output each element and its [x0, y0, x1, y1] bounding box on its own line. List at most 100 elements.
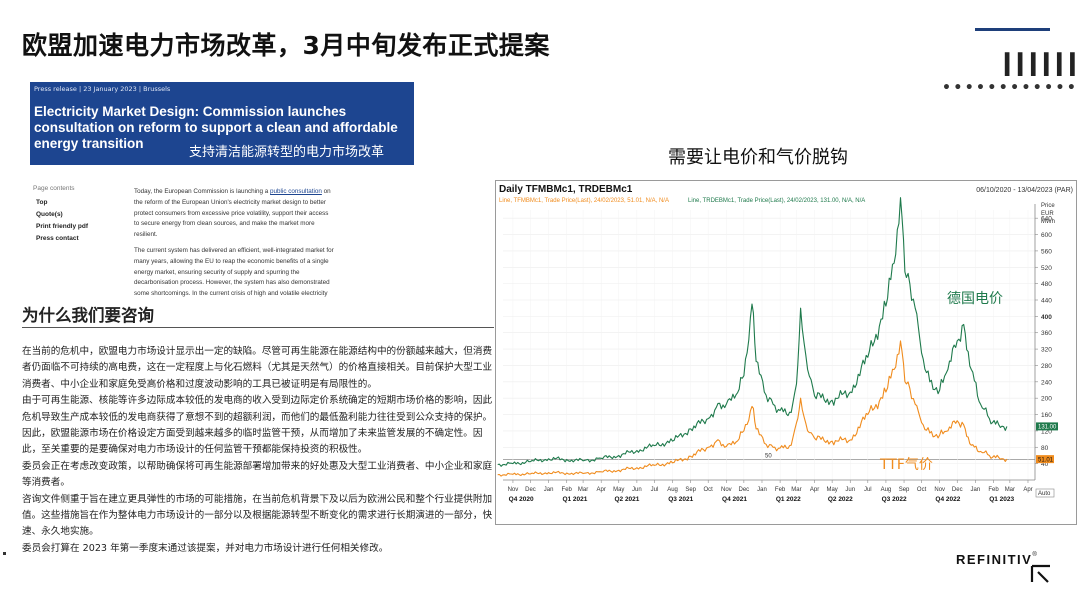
refinitiv-mark-icon	[1030, 564, 1050, 583]
consultation-heading: 为什么我们要咨询	[22, 306, 154, 325]
x-quarter-label: Q1 2021	[562, 496, 587, 503]
y-tick-label: 560	[1041, 248, 1052, 255]
chart-date-range: 06/10/2020 - 13/04/2023 (PAR)	[976, 187, 1073, 194]
chart-legend-de: Line, TRDEBMc1, Trade Price(Last), 24/02…	[688, 198, 865, 204]
x-month-label: May	[826, 487, 837, 493]
y-axis-unit-label: MWh	[1041, 219, 1055, 225]
auto-button	[1035, 488, 1055, 498]
x-axis: Nov Dec Jan Feb Mar Apr May Jun Jul Aug Sep Oct Nov D…	[503, 479, 1035, 503]
x-quarter-label: Q3 2021	[668, 496, 693, 503]
last-value-badge-de	[1036, 422, 1058, 431]
x-month-label: Sep	[899, 487, 910, 493]
x-month-label: Jul	[864, 487, 872, 493]
x-month-label: Jan	[971, 487, 981, 493]
y-tick-label: 360	[1041, 330, 1052, 337]
consultation-paragraph: 由于可再生能源、核能等许多边际成本较低的发电商的收入受到边际定价系统确定的短期市…	[22, 395, 493, 423]
last-value-de: 131.00	[1038, 425, 1057, 431]
x-month-label: May	[613, 487, 624, 493]
y-tick-label: 640	[1041, 216, 1052, 223]
press-release-banner: Press release | 23 January 2023 | Brusse…	[30, 82, 414, 165]
page-contents-link-print-pdf[interactable]: Print friendly pdf	[36, 223, 88, 230]
x-quarter-label: Q2 2022	[828, 496, 853, 503]
y-tick-label: 440	[1041, 298, 1052, 305]
y-tick-label: 40	[1041, 461, 1049, 468]
x-month-label: Oct	[917, 487, 927, 493]
x-quarter-label: Q4 2022	[935, 496, 960, 503]
decorative-dot	[3, 552, 6, 555]
last-value-ttf: 51.01	[1038, 457, 1054, 463]
y-tick-label: 320	[1041, 347, 1052, 354]
y-axis-unit-label: EUR	[1041, 211, 1054, 217]
x-month-label: Jan	[757, 487, 767, 493]
chart-border	[495, 180, 1077, 525]
series-label-de-power: 德国电价	[947, 291, 1003, 307]
x-month-label: Jun	[632, 487, 642, 493]
y-axis: Price EUR MWh 40 80 120 160 200 240 280 320 360 400 4…	[1034, 203, 1055, 480]
x-month-label: Aug	[667, 487, 678, 493]
consultation-paragraph: 委员会正在考虑改变政策，以帮助确保将可再生能源部署增加带来的好处惠及大型工业消费…	[22, 460, 493, 489]
x-month-label: Mar	[1005, 487, 1015, 493]
price-chart-svg: Daily TFMBMc1, TRDEBMc1 06/10/2020 - 13/…	[495, 180, 1077, 525]
consultation-paragraph: 因此，欧盟能源市场在价格设定方面受到越来越多的临时监管干预，从而增加了未来监管发…	[22, 428, 483, 456]
x-month-label: Mar	[578, 487, 588, 493]
refinitiv-logo-text: REFINITIV	[956, 552, 1033, 567]
x-month-label: Apr	[810, 487, 819, 493]
x-month-label: Mar	[791, 487, 801, 493]
x-quarter-label: Q1 2022	[776, 496, 801, 503]
x-quarter-label: Q4 2020	[509, 496, 534, 503]
y-tick-label: 480	[1041, 281, 1052, 288]
x-quarter-label: Q3 2022	[882, 496, 907, 503]
y-tick-label: 280	[1041, 363, 1052, 370]
x-month-label: Apr	[597, 487, 606, 493]
consultation-paragraph: 咨询文件侧重于旨在建立更具弹性的市场的可能措施，在当前危机背景下及以后为欧洲公民…	[22, 493, 493, 538]
decorative-dots-icon: •••••••••••••••	[942, 80, 1080, 96]
x-month-label: Sep	[685, 487, 696, 493]
series-line-TFMBMc1	[497, 340, 1008, 477]
decorative-line	[975, 28, 1050, 31]
x-month-label: Jul	[651, 487, 659, 493]
registered-mark: ®	[1032, 552, 1037, 558]
y-tick-label: 160	[1041, 412, 1052, 419]
x-month-label: Dec	[739, 487, 750, 493]
slide-title: 欧盟加速电力市场改革，3月中旬发布正式提案	[22, 31, 550, 60]
chart-legend-ttf: Line, TFMBMc1, Trade Price(Last), 24/02/…	[499, 198, 669, 204]
x-month-label: Nov	[508, 487, 519, 493]
consultation-paragraph: 委员会打算在 2023 年第一季度末通过该提案，并对电力市场设计进行任何相关修改…	[22, 542, 389, 554]
y-axis-unit-label: Price	[1041, 203, 1055, 209]
series-line-TRDEBMc1	[497, 197, 1008, 467]
reference-line-label: 50	[765, 454, 772, 460]
press-release-text: Today, the European Commission is launch…	[134, 188, 271, 195]
press-release-meta: Press release | 23 January 2023 | Brusse…	[34, 85, 171, 93]
x-month-label: Feb	[988, 487, 999, 493]
page-contents-link-quotes[interactable]: Quote(s)	[36, 211, 63, 218]
page-contents-link-press-contact[interactable]: Press contact	[36, 235, 79, 242]
chart-title: Daily TFMBMc1, TRDEBMc1	[499, 184, 633, 195]
chart-series	[497, 197, 1008, 477]
y-tick-label: 120	[1041, 428, 1052, 435]
x-month-label: Aug	[881, 487, 892, 493]
press-release-headline: Electricity Market Design: Commission la…	[34, 104, 398, 151]
page-contents: Page contents Top Quote(s) Print friendl…	[33, 185, 128, 247]
price-chart: Daily TFMBMc1, TRDEBMc1 06/10/2020 - 13/…	[495, 180, 1077, 525]
chart-subtitle: 需要让电价和气价脱钩	[668, 147, 848, 168]
x-quarter-label: Q1 2023	[989, 496, 1014, 503]
decorative-bars-icon: ▍▍▍▍▍▍	[1005, 52, 1080, 76]
last-value-markers: 131.00 51.01 Auto	[1035, 422, 1058, 498]
x-month-label: Oct	[704, 487, 714, 493]
y-tick-label: 400	[1041, 314, 1052, 321]
public-consultation-link[interactable]: public consultation	[270, 188, 322, 195]
x-month-label: Nov	[721, 487, 732, 493]
auto-label: Auto	[1038, 491, 1051, 497]
press-release-paragraph: Today, the European Commission is launch…	[134, 187, 334, 241]
page-contents-title: Page contents	[33, 185, 75, 192]
last-value-badge-ttf	[1036, 455, 1054, 464]
page-contents-link-top[interactable]: Top	[36, 199, 48, 206]
y-tick-label: 200	[1041, 396, 1052, 403]
x-quarter-label: Q4 2021	[722, 496, 747, 503]
x-month-label: Jun	[845, 487, 855, 493]
x-month-label: Dec	[952, 487, 963, 493]
x-month-label: Jan	[544, 487, 554, 493]
y-tick-label: 520	[1041, 265, 1052, 272]
press-release-headline-cn: 支持清洁能源转型的电力市场改革	[189, 145, 385, 160]
x-month-label: Feb	[562, 487, 573, 493]
